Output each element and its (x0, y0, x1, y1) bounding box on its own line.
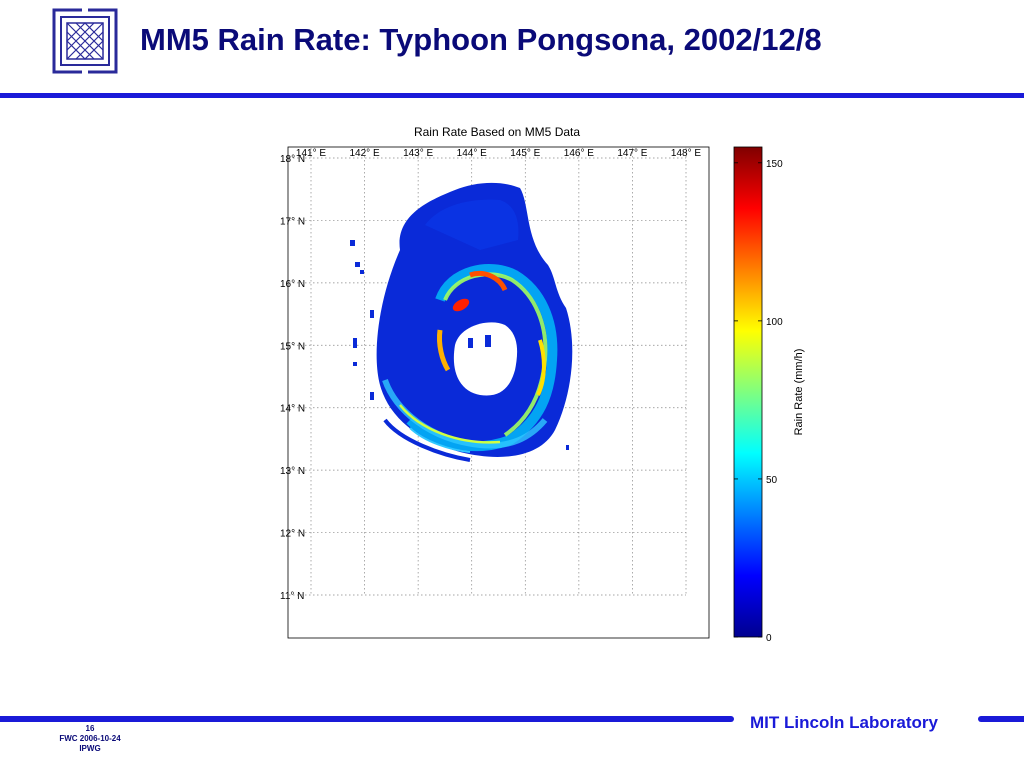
x-tick-label: 141° E (296, 148, 326, 159)
footer-rule-right (978, 716, 1024, 722)
title-divider (0, 93, 1024, 98)
colorbar-tick-label: 0 (766, 633, 772, 644)
x-tick-label: 142° E (350, 148, 380, 159)
lab-name: MIT Lincoln Laboratory (750, 713, 938, 732)
x-tick-label: 146° E (564, 148, 594, 159)
y-tick-label: 14° N (280, 404, 305, 415)
colorbar-tick-label: 100 (766, 317, 783, 328)
footer-group: IPWG (79, 744, 101, 753)
page-number: 16 (85, 724, 95, 733)
x-tick-label: 147° E (617, 148, 647, 159)
colorbar-ticks: 0 50 100 150 (734, 159, 783, 644)
y-tick-label: 17° N (280, 216, 305, 227)
map-grid (289, 148, 687, 596)
x-tick-label: 145° E (510, 148, 540, 159)
slide-footer: 16 FWC 2006-10-24 IPWG (40, 724, 140, 754)
colorbar (733, 146, 763, 638)
x-tick-labels: 141° E 142° E 143° E 144° E 145° E 146° E 147°… (296, 148, 701, 159)
rain-rate-chart: Rain Rate Based on MM5 Data 141° E 142° E… (280, 125, 805, 644)
x-tick-label: 148° E (671, 148, 701, 159)
x-tick-label: 143° E (403, 148, 433, 159)
slide-title: MM5 Rain Rate: Typhoon Pongsona, 2002/12… (140, 22, 822, 57)
y-tick-label: 16° N (280, 279, 305, 290)
x-tick-label: 144° E (457, 148, 487, 159)
chart-title: Rain Rate Based on MM5 Data (414, 125, 580, 139)
colorbar-tick-label: 50 (766, 475, 778, 486)
y-tick-label: 12° N (280, 529, 305, 540)
rain-field (350, 182, 573, 462)
footer-event: FWC 2006-10-24 (59, 734, 121, 743)
y-tick-label: 15° N (280, 341, 305, 352)
y-tick-labels: 18° N 17° N 16° N 15° N 14° N 13° N 12° N 11° N (280, 154, 305, 602)
mit-ll-logo (52, 8, 118, 74)
footer-rule-left (0, 716, 734, 722)
y-tick-label: 13° N (280, 466, 305, 477)
y-tick-label: 18° N (280, 154, 305, 165)
colorbar-tick-label: 150 (766, 159, 783, 170)
y-tick-label: 11° N (280, 591, 304, 602)
colorbar-label: Rain Rate (mm/h) (793, 349, 805, 436)
